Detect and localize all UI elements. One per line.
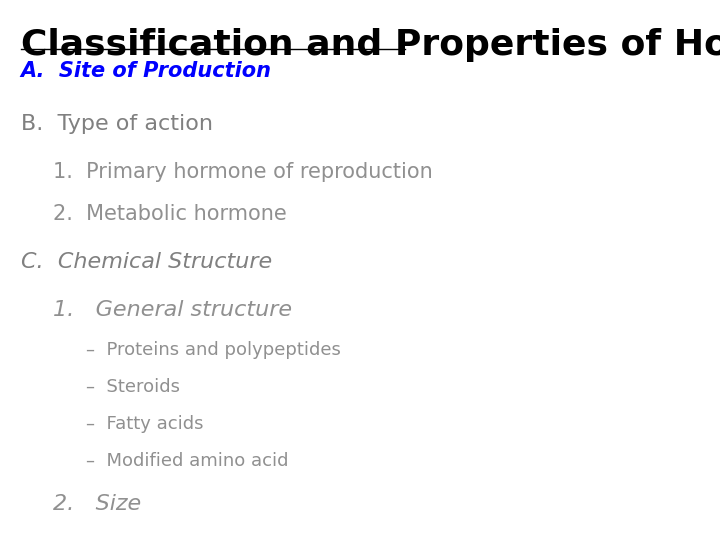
Text: –  Modified amino acid: – Modified amino acid bbox=[86, 453, 289, 470]
Text: –  Proteins and polypeptides: – Proteins and polypeptides bbox=[86, 341, 341, 359]
Text: B.  Type of action: B. Type of action bbox=[21, 114, 212, 134]
Text: C.  Chemical Structure: C. Chemical Structure bbox=[21, 252, 271, 272]
Text: 2.   Size: 2. Size bbox=[53, 494, 142, 514]
Text: A.  Site of Production: A. Site of Production bbox=[21, 60, 271, 80]
Text: 1.  Primary hormone of reproduction: 1. Primary hormone of reproduction bbox=[53, 161, 433, 181]
Text: 1.   General structure: 1. General structure bbox=[53, 300, 292, 320]
Text: –  Steroids: – Steroids bbox=[86, 378, 180, 396]
Text: –  Fatty acids: – Fatty acids bbox=[86, 415, 204, 433]
Text: 2.  Metabolic hormone: 2. Metabolic hormone bbox=[53, 204, 287, 224]
Text: Classification and Properties of Hormone: Classification and Properties of Hormone bbox=[21, 28, 720, 62]
